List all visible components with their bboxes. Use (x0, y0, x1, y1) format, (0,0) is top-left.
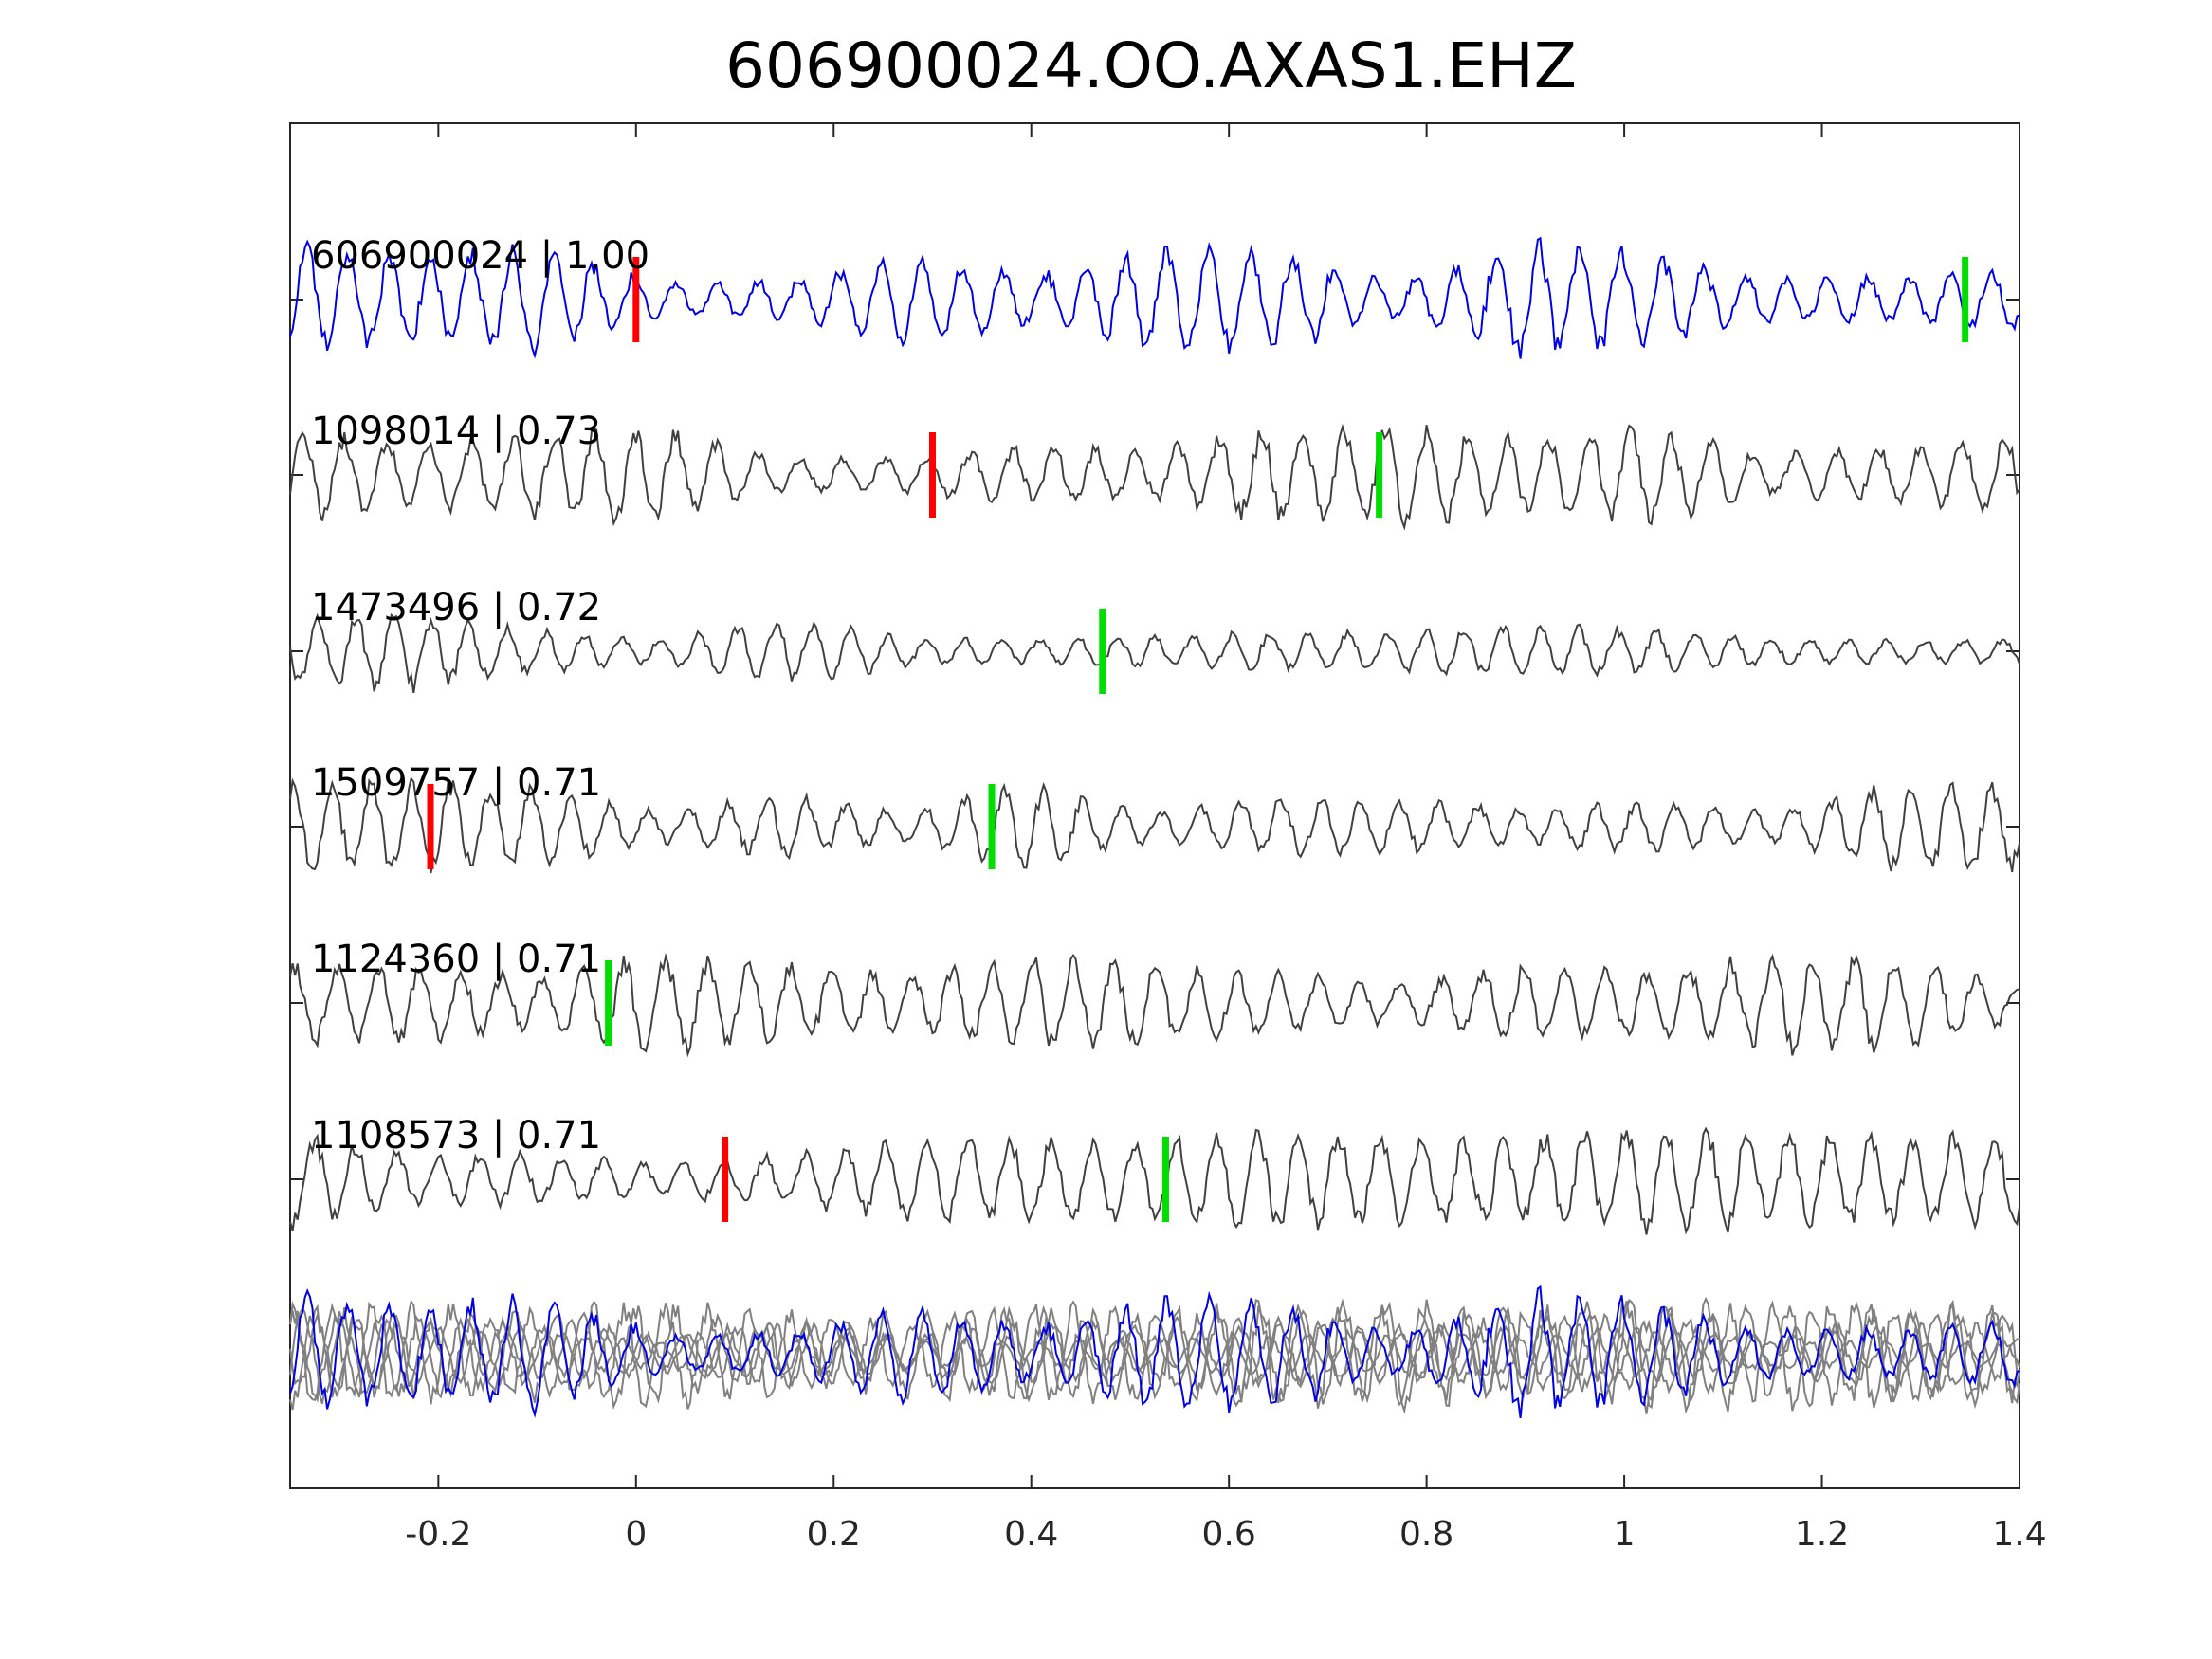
x-tick-label: 1.4 (1992, 1515, 2046, 1554)
trace-labels: 606900024 | 1.00 1098014 | 0.73 1473496 | … (311, 234, 649, 1158)
trace-line-1509757 (289, 775, 2020, 874)
x-axis-ticks: -0.2 0 0.2 0.4 0.6 0.8 1 1.2 1.4 (290, 123, 2047, 1554)
axes-box (289, 122, 2020, 1489)
trace-line-1108573 (289, 1126, 2020, 1235)
x-tick-label: 0 (625, 1515, 647, 1554)
x-tick-label: 1.2 (1795, 1515, 1849, 1554)
phase-picks (427, 257, 1969, 1222)
x-tick-label: 0.6 (1202, 1515, 1256, 1554)
stack-line-1098014 (289, 1298, 2020, 1414)
stack-line-1124360 (289, 1300, 2020, 1412)
trace-label-1124360: 1124360 | 0.71 (311, 938, 601, 981)
stack-line-1108573 (289, 1296, 2020, 1414)
stacked-waveforms (289, 1285, 2020, 1419)
trace-line-1124360 (289, 952, 2020, 1058)
x-tick-label: 0.2 (807, 1515, 861, 1554)
trace-line-1473496 (289, 612, 2020, 694)
trace-label-1473496: 1473496 | 0.72 (311, 586, 601, 629)
trace-line-1098014 (289, 423, 2020, 531)
stack-line-606900024 (289, 1285, 2020, 1419)
waveform-traces (289, 236, 2020, 1235)
x-tick-label: 0.8 (1399, 1515, 1453, 1554)
x-tick-label: 1 (1614, 1515, 1636, 1554)
trace-label-1098014: 1098014 | 0.73 (311, 410, 601, 453)
x-tick-label: -0.2 (405, 1515, 471, 1554)
trace-label-1108573: 1108573 | 0.71 (311, 1114, 601, 1158)
trace-label-1509757: 1509757 | 0.71 (311, 761, 601, 805)
trace-label-606900024: 606900024 | 1.00 (311, 234, 649, 278)
chart-title: 606900024.OO.AXAS1.EHZ (725, 29, 1577, 102)
trace-line-606900024 (289, 236, 2020, 359)
x-tick-label: 0.4 (1004, 1515, 1058, 1554)
plot-area: -0.2 0 0.2 0.4 0.6 0.8 1 1.2 1.4 606900024 | 1.0… (289, 122, 2047, 1554)
